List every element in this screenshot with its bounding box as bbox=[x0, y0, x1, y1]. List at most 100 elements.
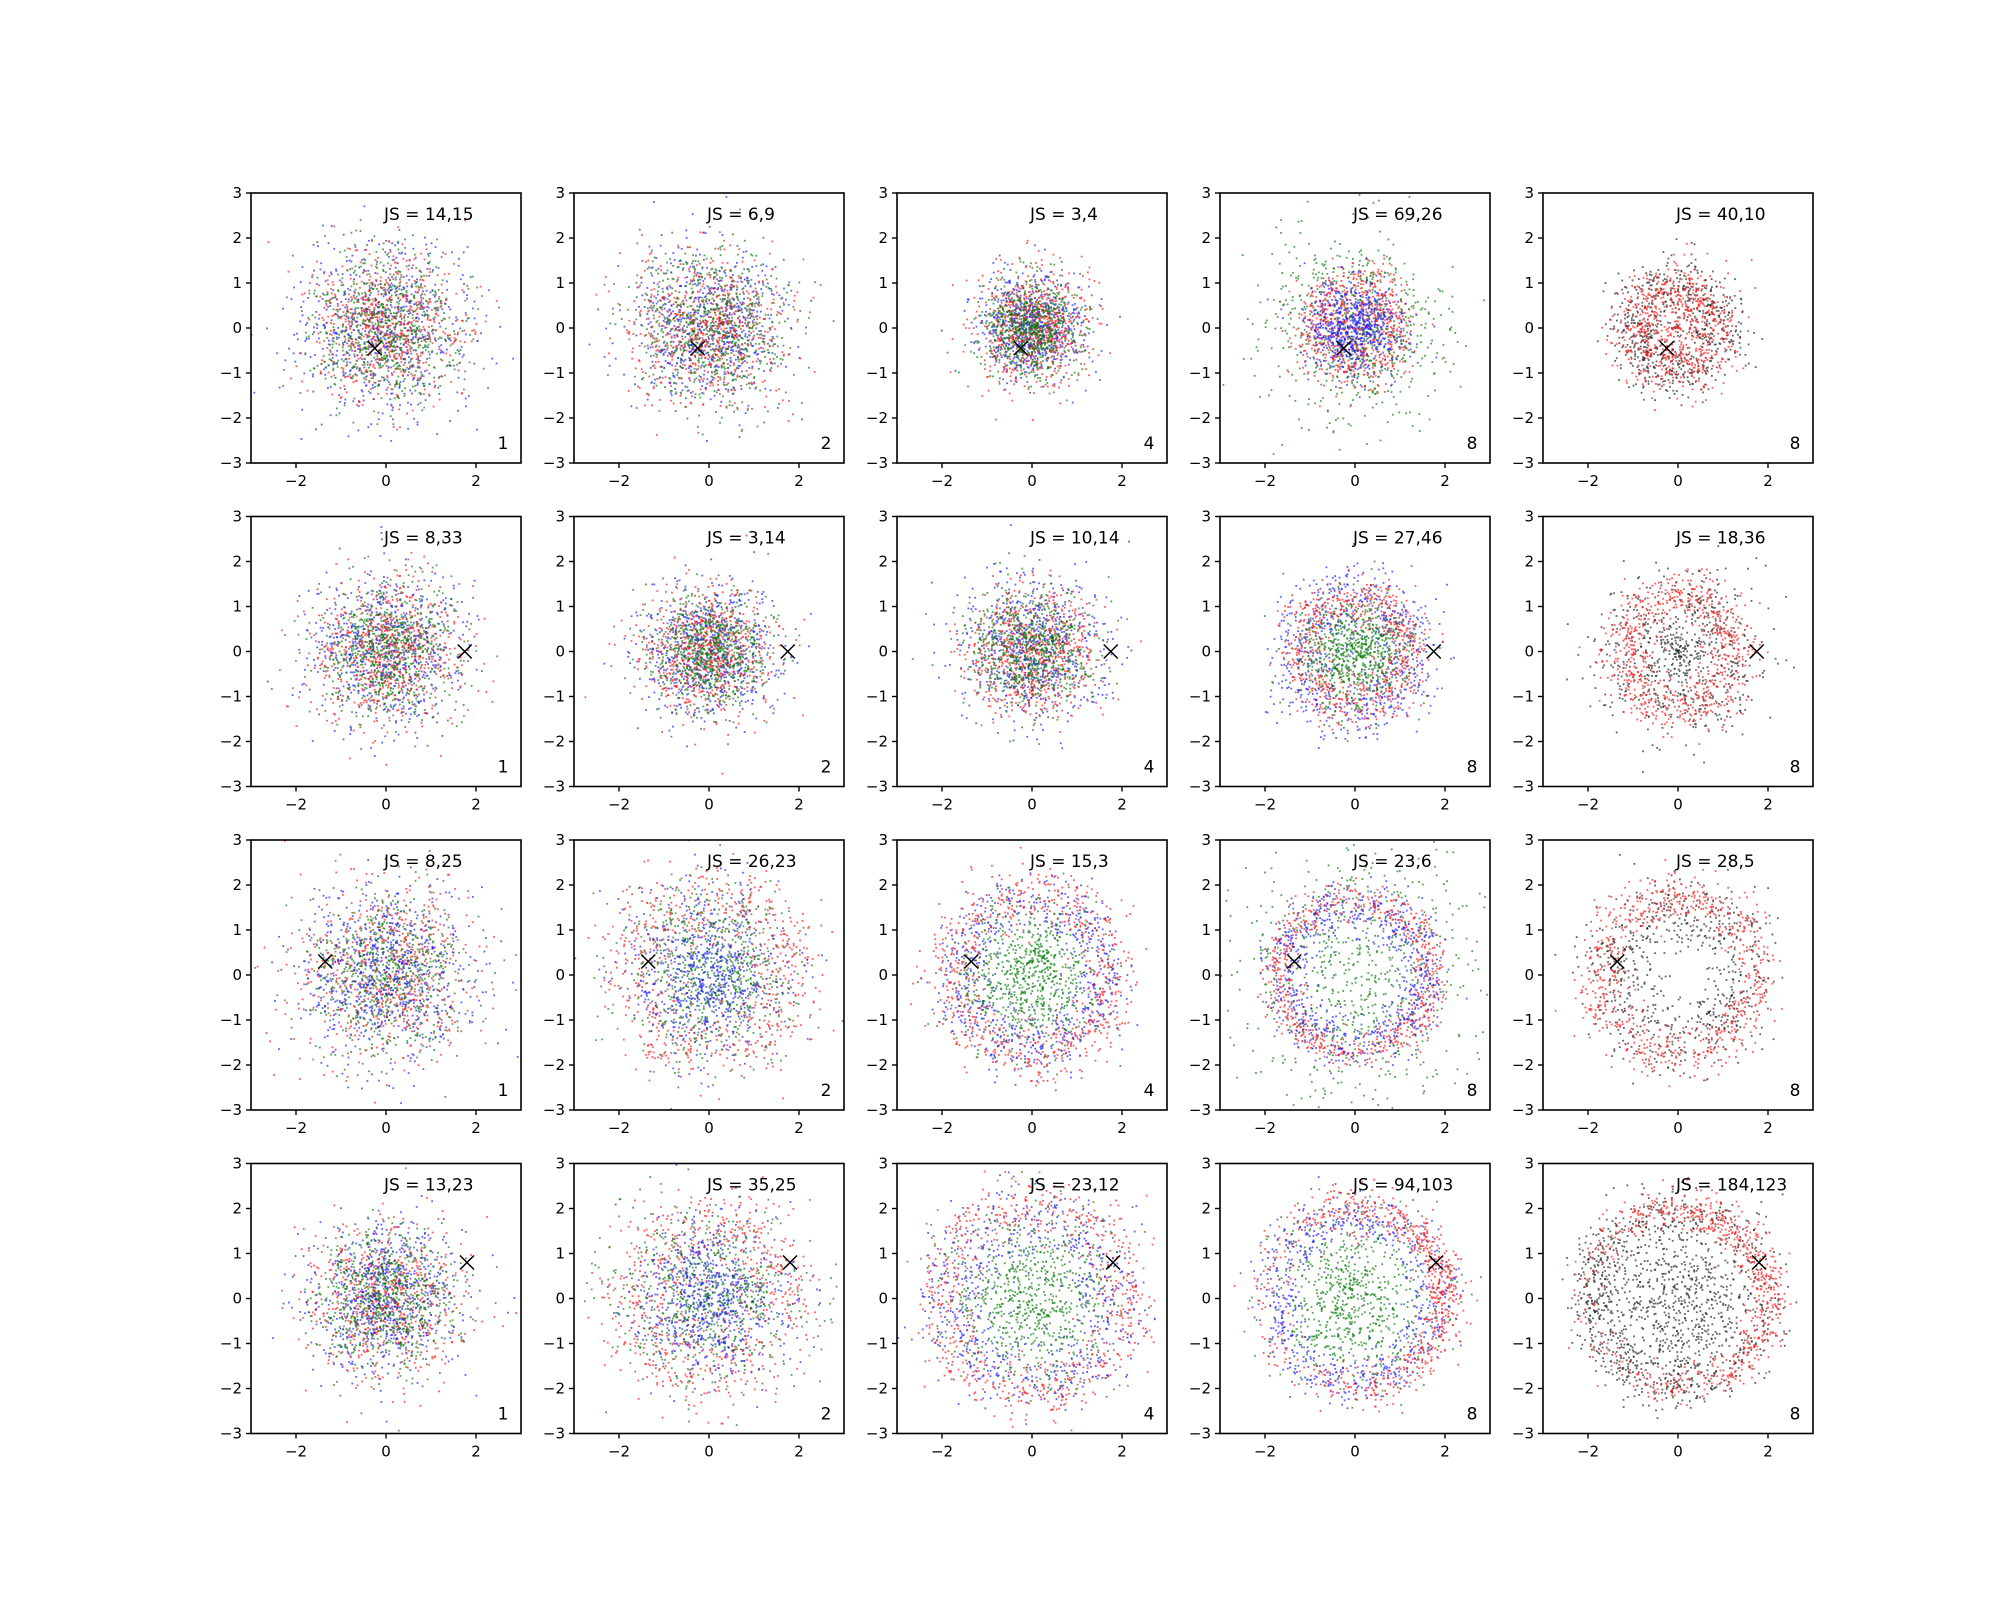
scatter-point bbox=[656, 378, 658, 380]
scatter-point bbox=[659, 307, 662, 309]
scatter-point bbox=[1053, 325, 1056, 328]
scatter-point bbox=[443, 318, 446, 320]
scatter-point bbox=[394, 334, 396, 337]
scatter-point bbox=[658, 399, 661, 401]
scatter-point bbox=[987, 288, 990, 290]
scatter-point bbox=[451, 323, 454, 325]
scatter-point bbox=[370, 370, 373, 372]
scatter-point bbox=[730, 270, 733, 272]
scatter-point bbox=[698, 272, 701, 275]
scatter-point bbox=[746, 309, 748, 312]
scatter-point bbox=[704, 364, 707, 366]
scatter-point bbox=[399, 298, 402, 301]
scatter-point bbox=[763, 350, 766, 353]
scatter-point bbox=[1049, 344, 1051, 347]
scatter-point bbox=[722, 361, 725, 364]
scatter-point bbox=[675, 345, 677, 348]
x-tick-label: −2 bbox=[285, 472, 307, 490]
scatter-point bbox=[672, 278, 675, 281]
scatter-point bbox=[609, 337, 611, 340]
scatter-point bbox=[682, 367, 684, 369]
scatter-point bbox=[311, 333, 314, 335]
scatter-point bbox=[714, 247, 717, 250]
scatter-point bbox=[426, 334, 429, 337]
scatter-point bbox=[740, 277, 742, 280]
scatter-point bbox=[395, 261, 397, 264]
scatter-point bbox=[1034, 283, 1037, 286]
scatter-point bbox=[1087, 332, 1090, 335]
scatter-point bbox=[716, 353, 718, 356]
scatter-point bbox=[766, 349, 769, 351]
scatter-point bbox=[686, 276, 689, 279]
scatter-point bbox=[347, 288, 349, 290]
scatter-point bbox=[705, 295, 707, 297]
scatter-point bbox=[1043, 322, 1046, 324]
scatter-point bbox=[1044, 301, 1047, 304]
scatter-point bbox=[660, 299, 663, 302]
scatter-point bbox=[1083, 339, 1085, 342]
scatter-point bbox=[449, 337, 451, 340]
scatter-point bbox=[424, 236, 426, 239]
scatter-point bbox=[340, 358, 343, 361]
scatter-point bbox=[691, 213, 694, 216]
scatter-point bbox=[350, 331, 353, 334]
scatter-point bbox=[705, 341, 708, 344]
scatter-point bbox=[409, 312, 412, 314]
scatter-point bbox=[746, 325, 748, 328]
scatter-point bbox=[691, 343, 694, 346]
scatter-point bbox=[646, 294, 648, 296]
scatter-point bbox=[738, 353, 741, 355]
scatter-point bbox=[704, 232, 707, 234]
scatter-point bbox=[392, 333, 395, 336]
scatter-point bbox=[666, 354, 669, 357]
scatter-point bbox=[427, 346, 429, 349]
scatter-point bbox=[692, 254, 694, 257]
scatter-point bbox=[396, 305, 399, 308]
scatter-point bbox=[742, 358, 744, 360]
scatter-point bbox=[652, 314, 655, 317]
scatter-point bbox=[727, 388, 730, 391]
scatter-point bbox=[723, 288, 726, 291]
scatter-point bbox=[774, 343, 776, 346]
scatter-point bbox=[1022, 359, 1025, 362]
scatter-point bbox=[709, 311, 712, 314]
scatter-point bbox=[627, 390, 630, 392]
scatter-point bbox=[638, 360, 641, 363]
scatter-point bbox=[741, 331, 743, 333]
scatter-point bbox=[471, 307, 474, 310]
scatter-point bbox=[369, 298, 371, 301]
scatter-point bbox=[367, 326, 370, 329]
scatter-point bbox=[327, 242, 330, 245]
scatter-point bbox=[410, 309, 413, 311]
scatter-point bbox=[741, 260, 744, 263]
scatter-point bbox=[676, 296, 679, 299]
scatter-point bbox=[736, 406, 738, 409]
scatter-point bbox=[357, 292, 360, 294]
scatter-point bbox=[367, 366, 370, 369]
scatter-point bbox=[400, 252, 403, 255]
scatter-point bbox=[729, 357, 732, 359]
scatter-point bbox=[716, 278, 719, 281]
scatter-point bbox=[323, 294, 326, 296]
scatter-point bbox=[697, 349, 700, 352]
scatter-point bbox=[374, 272, 377, 274]
scatter-point bbox=[689, 321, 692, 324]
scatter-point bbox=[356, 316, 359, 319]
scatter-point bbox=[697, 282, 700, 284]
scatter-point bbox=[353, 350, 356, 352]
scatter-point bbox=[701, 276, 704, 279]
scatter-point bbox=[370, 341, 373, 343]
scatter-point bbox=[717, 279, 720, 282]
scatter-point bbox=[1044, 328, 1046, 331]
scatter-point bbox=[679, 315, 681, 318]
scatter-point bbox=[1014, 313, 1017, 316]
scatter-point bbox=[347, 320, 350, 322]
scatter-point bbox=[433, 380, 436, 383]
scatter-point bbox=[707, 337, 710, 340]
scatter-point bbox=[390, 332, 393, 334]
scatter-point bbox=[376, 355, 379, 358]
scatter-point bbox=[1073, 308, 1075, 310]
scatter-point bbox=[655, 337, 658, 340]
scatter-point bbox=[710, 302, 713, 305]
scatter-point bbox=[368, 381, 371, 383]
